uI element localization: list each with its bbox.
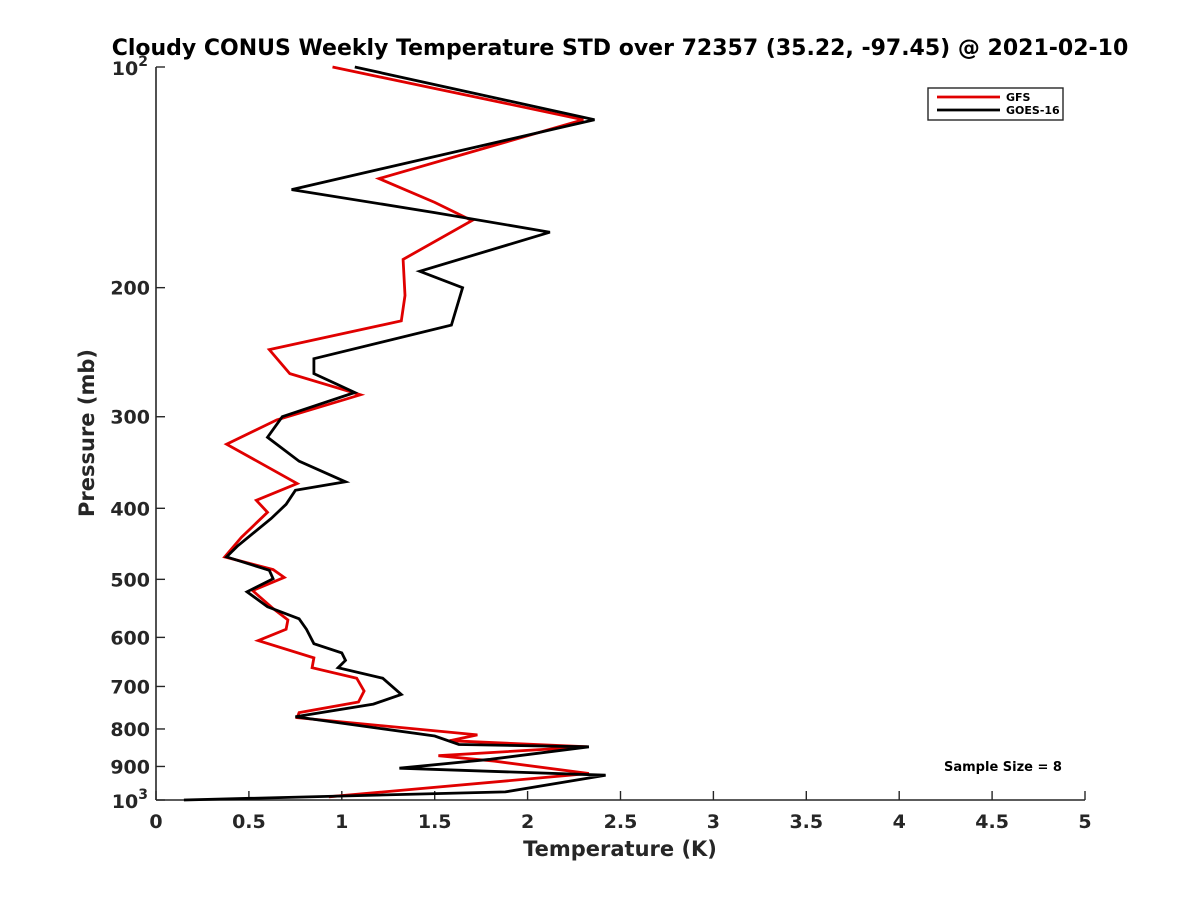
y-tick-label: 300 — [110, 407, 150, 429]
series-line-goes-16 — [183, 65, 606, 802]
y-tick-label: 102 — [112, 54, 148, 80]
x-tick-label: 1.5 — [418, 811, 452, 833]
y-tick-label: 900 — [110, 756, 150, 778]
legend-box — [927, 87, 1064, 121]
x-tick-label: 2 — [521, 811, 534, 833]
x-tick-label: 1 — [335, 811, 348, 833]
y-tick-label: 700 — [110, 676, 150, 698]
x-tick-label: 4.5 — [975, 811, 1009, 833]
legend-label-goes-16: GOES-16 — [1006, 104, 1060, 117]
x-tick-label: 2.5 — [604, 811, 638, 833]
y-tick-label: 200 — [110, 278, 150, 300]
x-tick-label: 5 — [1078, 811, 1091, 833]
chart-title: Cloudy CONUS Weekly Temperature STD over… — [112, 36, 1129, 61]
y-tick-label: 500 — [110, 569, 150, 591]
legend-label-gfs: GFS — [1006, 91, 1031, 104]
y-tick-label: 400 — [110, 498, 150, 520]
x-tick-label: 3.5 — [789, 811, 823, 833]
x-tick-label: 0.5 — [232, 811, 266, 833]
x-tick-label: 4 — [893, 811, 906, 833]
y-tick-label: 600 — [110, 627, 150, 649]
y-tick-label: 103 — [112, 787, 148, 813]
x-tick-label: 0 — [149, 811, 162, 833]
y-axis-label: Pressure (mb) — [75, 349, 99, 517]
x-axis-label: Temperature (K) — [523, 837, 717, 861]
sample-size-annotation: Sample Size = 8 — [944, 760, 1062, 775]
x-tick-label: 3 — [707, 811, 720, 833]
plot-area: 0 0.5 1 1.5 2 2.5 3 3.5 4 4.5 5 102 200 300 400 500 600 7… — [110, 54, 1091, 833]
y-tick-label: 800 — [110, 719, 150, 741]
series-line-gfs — [222, 65, 590, 799]
